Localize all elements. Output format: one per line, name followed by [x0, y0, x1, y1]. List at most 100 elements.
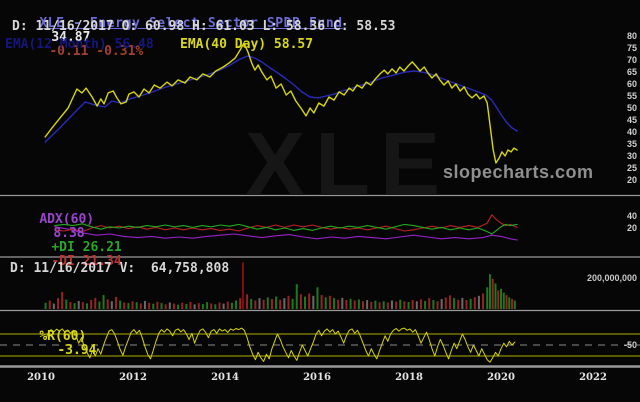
volume-bar: [357, 299, 360, 309]
volume-bar: [482, 293, 485, 309]
volume-bar: [119, 300, 122, 309]
volume-bar: [386, 302, 389, 309]
volume-bar: [73, 303, 76, 309]
adx-readout: ADX(60) 8.38 +DI 26.21 -DI 21.34: [8, 199, 122, 283]
volume-bar: [341, 297, 344, 309]
ema-day-legend[interactable]: EMA(40 Day) 58.57: [180, 37, 314, 52]
volume-bar: [488, 274, 491, 309]
volume-bar: [436, 301, 439, 309]
volume-bar: [181, 302, 184, 309]
volume-bar: [502, 292, 505, 309]
ohlc-readout: D: 11/16/2017 O: 60.98 H: 61.03 L: 58.36…: [12, 19, 396, 34]
volume-bar: [508, 297, 511, 309]
volume-bar: [81, 302, 84, 309]
volume-bar: [428, 298, 431, 309]
volume-bar: [511, 298, 514, 309]
volume-bar: [185, 303, 188, 309]
year-axis-label: 2018: [395, 372, 423, 383]
ema-day-line: [44, 42, 518, 164]
price-axis-label: 25: [626, 163, 637, 173]
volume-bar: [102, 295, 105, 309]
volume-bar: [279, 299, 282, 309]
volume-bar: [465, 300, 468, 309]
volume-bar: [362, 301, 364, 309]
wr-axis-label: -50: [623, 340, 637, 350]
volume-bar: [424, 300, 427, 309]
volume-bar: [275, 296, 278, 309]
ema-month-legend[interactable]: EMA(12 Month) 56.48: [5, 37, 154, 52]
volume-bar: [214, 304, 217, 309]
price-axis-label: 70: [626, 55, 637, 65]
volume-bar: [230, 302, 233, 309]
adx-ADX-line: [54, 226, 518, 241]
minus-di-value: -DI 21.34: [51, 254, 122, 269]
plus-di-value: +DI 26.21: [51, 240, 122, 255]
volume-bar: [172, 303, 175, 309]
volume-bar: [295, 284, 298, 309]
volume-bar: [448, 295, 451, 309]
wr-readout: %R(60) -3.94: [8, 316, 96, 372]
volume-bar: [345, 300, 348, 309]
volume-bar: [444, 297, 447, 309]
year-axis-label: 2012: [119, 372, 147, 383]
volume-bar: [461, 297, 464, 309]
volume-bar: [349, 298, 352, 309]
volume-bar: [61, 291, 64, 309]
volume-bar: [258, 298, 261, 309]
volume-bar: [453, 298, 456, 309]
volume-bar: [308, 293, 311, 309]
volume-bar: [114, 296, 117, 309]
volume-bar: [399, 299, 402, 309]
volume-bar: [299, 294, 302, 309]
volume-bar: [86, 303, 88, 309]
adx-label: ADX(60): [39, 212, 95, 227]
ema-month-line: [44, 55, 518, 143]
volume-bar: [374, 300, 377, 309]
volume-bar: [65, 299, 68, 309]
volume-bar: [57, 298, 60, 309]
volume-bar: [139, 303, 142, 309]
wr-value: -3.94: [57, 343, 97, 358]
volume-bar: [241, 262, 244, 309]
volume-bar: [312, 295, 315, 309]
volume-bar: [457, 299, 460, 309]
symbol-title-link[interactable]: XLE - Energy Select Sector SPDR Fund: [39, 16, 343, 31]
year-axis-label: 2022: [579, 372, 607, 383]
volume-bar: [415, 301, 418, 309]
volume-bar: [505, 295, 508, 309]
volume-readout: D: 11/16/2017 V: 64,758,808: [10, 261, 230, 276]
price-axis-label: 60: [626, 79, 637, 89]
wr-line: [45, 327, 516, 363]
volume-bar: [152, 303, 155, 309]
volume-bar: [250, 298, 253, 309]
volume-bar: [123, 302, 126, 309]
price-axis-label: 65: [626, 67, 637, 77]
volume-bar: [177, 304, 180, 309]
price-axis-label: 30: [626, 151, 637, 161]
price-axis-label: 50: [626, 103, 637, 113]
volume-bar: [210, 303, 213, 309]
volume-bar: [148, 302, 151, 309]
year-axis-label: 2016: [303, 372, 331, 383]
volume-bar: [77, 300, 80, 309]
volume-bar: [94, 297, 97, 309]
volume-bar: [370, 301, 373, 309]
site-watermark: slopecharts.com: [443, 162, 594, 182]
year-axis-label: 2014: [211, 372, 239, 383]
price-change: -0.11 -0.31%: [49, 44, 144, 59]
volume-bar: [246, 294, 249, 309]
volume-bar: [395, 301, 398, 309]
adx-value: 8.38: [53, 226, 85, 241]
price-axis-label: 55: [626, 91, 637, 101]
volume-bar: [440, 299, 443, 309]
volume-bar: [160, 303, 163, 309]
volume-bar: [239, 298, 242, 309]
volume-bar: [106, 299, 109, 309]
volume-bar: [513, 300, 516, 309]
price-axis-label: 80: [626, 31, 637, 41]
symbol-watermark: XLE: [245, 115, 451, 215]
volume-bar: [235, 300, 238, 309]
volume-bar: [201, 304, 204, 309]
volume-bar: [254, 300, 257, 309]
